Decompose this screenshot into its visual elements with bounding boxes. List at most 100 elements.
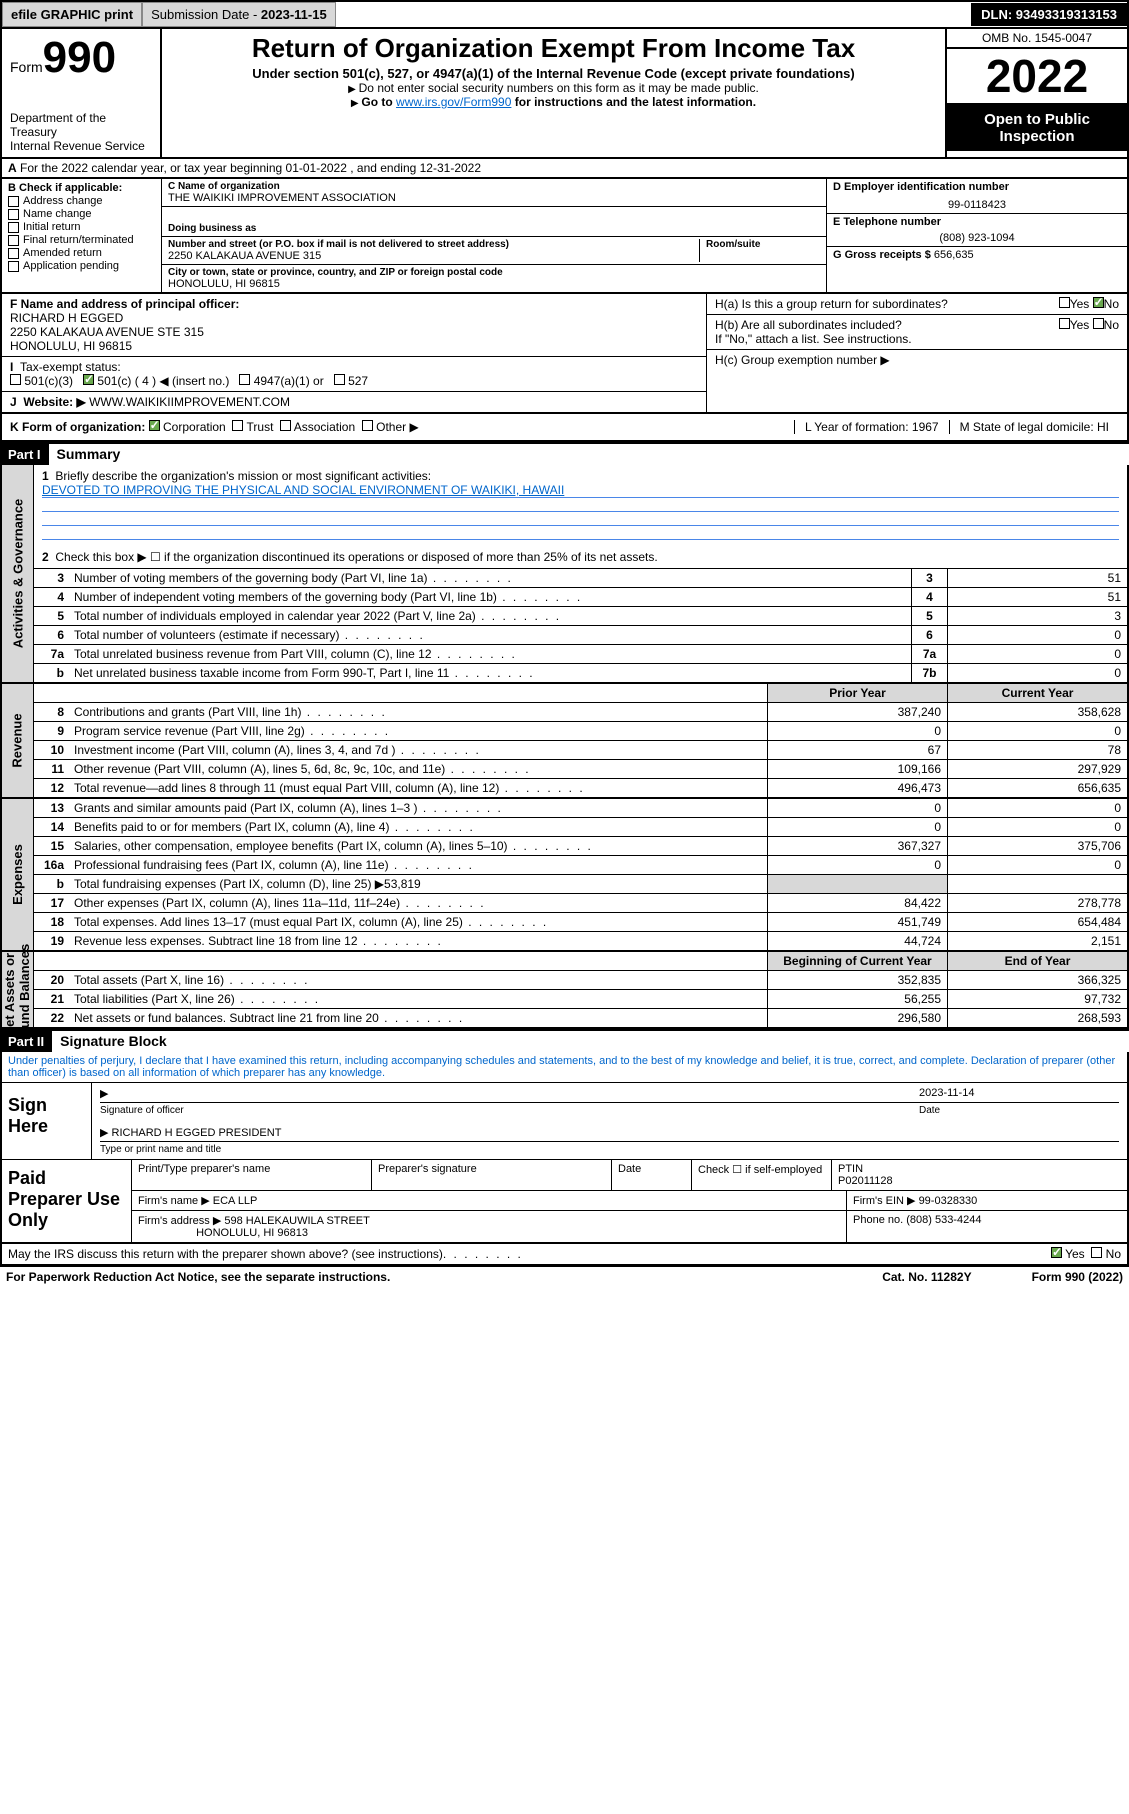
ha-label: H(a) Is this a group return for subordin… [715,297,948,311]
firm-label: Firm's name ▶ [138,1195,210,1207]
sig-name-label: Type or print name and title [100,1144,1119,1155]
form-header: Form990 Department of the Treasury Inter… [0,29,1129,159]
hc-cell: H(c) Group exemption number ▶ [707,350,1127,370]
org-name: THE WAIKIKI IMPROVEMENT ASSOCIATION [168,192,820,204]
col-c: C Name of organization THE WAIKIKI IMPRO… [162,179,827,292]
chk-amended-return[interactable]: Amended return [8,247,155,259]
addr-cell: Number and street (or P.O. box if mail i… [162,237,826,265]
checkbox-icon[interactable] [239,374,250,385]
goto-label: Go to [361,95,396,109]
top-bar: efile GRAPHIC print Submission Date - 20… [0,0,1129,29]
gross-cell: G Gross receipts $ 656,635 [827,247,1127,263]
room-label: Room/suite [706,239,820,250]
netassets-body: Beginning of Current Year End of Year 20… [34,952,1127,1027]
checkbox-icon[interactable] [1091,1247,1102,1258]
irs-label: Internal Revenue Service [10,139,152,153]
prep-h2: Preparer's signature [372,1160,612,1190]
blank-line [42,526,1119,540]
open-inspection: Open to Public Inspection [947,105,1127,151]
table-row: 7aTotal unrelated business revenue from … [34,645,1127,664]
table-row: 6Total number of volunteers (estimate if… [34,626,1127,645]
yes-label: Yes [1070,318,1090,332]
i-cell: I Tax-exempt status: 501(c)(3) 501(c) ( … [2,357,706,392]
checkbox-icon[interactable] [1059,297,1070,308]
dba-label: Doing business as [168,223,820,234]
signature-section: Under penalties of perjury, I declare th… [0,1052,1129,1244]
checkbox-icon[interactable] [1093,297,1104,308]
checkbox-icon[interactable] [1059,318,1070,329]
no-label: No [1104,318,1119,332]
chk-label: Application pending [23,260,119,272]
netassets-grid: Net Assets orFund Balances Beginning of … [0,952,1129,1029]
firm-phone: (808) 533-4244 [906,1214,981,1226]
prep-addr-row: Firm's address ▶ 598 HALEKAUWILA STREET … [132,1211,1127,1242]
checkbox-icon[interactable] [149,420,160,431]
header-left: Form990 Department of the Treasury Inter… [2,29,162,157]
yes-label: Yes [1070,297,1090,311]
firm-addr-label: Firm's address ▶ [138,1215,221,1227]
row-a-label: A [8,161,17,175]
sig-name: RICHARD H EGGED PRESIDENT [112,1127,282,1139]
table-row: bNet unrelated business taxable income f… [34,664,1127,682]
checkbox-icon[interactable] [83,374,94,385]
paperwork-notice: For Paperwork Reduction Act Notice, see … [6,1270,390,1284]
arrow-icon [351,95,361,109]
irs-link[interactable]: www.irs.gov/Form990 [396,95,511,109]
efile-button[interactable]: efile GRAPHIC print [2,2,142,27]
j-value: WWW.WAIKIKIIMPROVEMENT.COM [89,395,290,409]
prep-h5: PTINP02011128 [832,1160,1127,1190]
sig-line-1: ▶ 2023-11-14 [100,1087,1119,1103]
city-value: HONOLULU, HI 96815 [168,278,820,290]
fijk-left: F Name and address of principal officer:… [2,294,707,412]
table-row: 9Program service revenue (Part VIII, lin… [34,722,1127,741]
j-cell: J Website: ▶ WWW.WAIKIKIIMPROVEMENT.COM [2,392,706,412]
sign-body: ▶ 2023-11-14 Signature of officer Date ▶… [92,1083,1127,1159]
blank-line [42,498,1119,512]
l-year: L Year of formation: 1967 [794,420,949,434]
chk-initial-return[interactable]: Initial return [8,221,155,233]
checkbox-icon[interactable] [362,420,373,431]
governance-body: 1 Briefly describe the organization's mi… [34,465,1127,682]
paperwork-row: For Paperwork Reduction Act Notice, see … [0,1266,1129,1287]
org-name-cell: C Name of organization THE WAIKIKI IMPRO… [162,179,826,207]
f-label: F Name and address of principal officer: [10,297,239,311]
current-year-hdr: Current Year [947,684,1127,702]
vtab-netassets: Net Assets orFund Balances [2,952,34,1027]
chk-address-change[interactable]: Address change [8,195,155,207]
chk-final-return[interactable]: Final return/terminated [8,234,155,246]
expenses-grid: Expenses 13Grants and similar amounts pa… [0,799,1129,952]
chk-label: Address change [23,195,103,207]
form-ref: Form 990 (2022) [1032,1270,1123,1284]
tax-year: 2022 [947,49,1127,105]
checkbox-icon[interactable] [10,374,21,385]
checkbox-icon[interactable] [1093,318,1104,329]
goto-suffix: for instructions and the latest informat… [511,95,756,109]
chk-application-pending[interactable]: Application pending [8,260,155,272]
table-row: 22Net assets or fund balances. Subtract … [34,1009,1127,1027]
checkbox-icon[interactable] [232,420,243,431]
j-label: Website: ▶ [23,395,85,409]
vtab-revenue: Revenue [2,684,34,797]
form-title: Return of Organization Exempt From Incom… [170,33,937,64]
checkbox-icon [8,209,19,220]
prior-year-hdr: Prior Year [767,684,947,702]
sig-date-label: Date [919,1105,1119,1116]
table-row: 10Investment income (Part VIII, column (… [34,741,1127,760]
checkbox-icon[interactable] [280,420,291,431]
row-a-text: For the 2022 calendar year, or tax year … [20,161,481,175]
form-word: Form [10,59,43,75]
form-number: Form990 [10,33,152,83]
table-row: 15Salaries, other compensation, employee… [34,837,1127,856]
chk-label: Amended return [23,247,102,259]
m-state: M State of legal domicile: HI [949,420,1119,434]
hb-note: If "No," attach a list. See instructions… [715,332,912,346]
checkbox-icon[interactable] [1051,1247,1062,1258]
prep-header-row: Print/Type preparer's name Preparer's si… [132,1160,1127,1191]
revenue-body: Prior Year Current Year 8Contributions a… [34,684,1127,797]
dept-treasury: Department of the Treasury [10,111,152,139]
vtab-expenses: Expenses [2,799,34,950]
chk-name-change[interactable]: Name change [8,208,155,220]
checkbox-icon[interactable] [334,374,345,385]
expenses-body: 13Grants and similar amounts paid (Part … [34,799,1127,950]
sig-date: 2023-11-14 [919,1087,1119,1100]
